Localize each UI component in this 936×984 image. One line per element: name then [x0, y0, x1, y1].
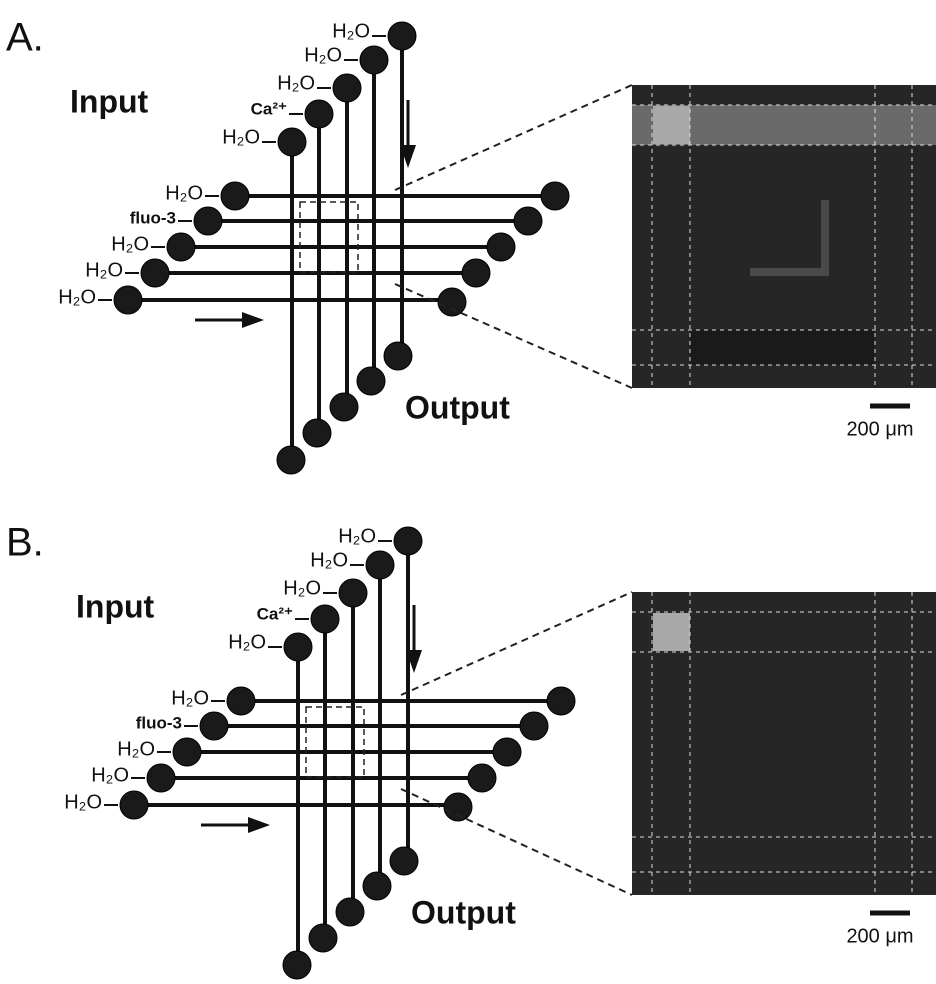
channel-label: H₂O: [165, 182, 203, 204]
scale-label: 200 μm: [846, 418, 913, 440]
channel-label: H₂O: [85, 259, 123, 281]
reservoir: [167, 233, 195, 261]
reservoir: [388, 22, 416, 50]
input-label: H₂O: [332, 20, 370, 42]
channel-label: H₂O: [58, 286, 96, 308]
input-title: Input: [70, 83, 149, 119]
reservoir: [339, 579, 367, 607]
reservoir: [114, 286, 142, 314]
channel-label: H₂O: [117, 738, 155, 760]
reservoir: [141, 259, 169, 287]
reservoir: [520, 712, 548, 740]
bright-spot: [653, 613, 690, 651]
reservoir: [284, 633, 312, 661]
reservoir: [200, 712, 228, 740]
zoom-box: [306, 707, 364, 777]
arrow-head: [248, 817, 270, 833]
reservoir: [305, 100, 333, 128]
input-label: H₂O: [338, 525, 376, 547]
zoom-box: [300, 202, 358, 272]
bright-spot: [653, 106, 690, 144]
figure: A.InputOutputH₂OH₂OH₂OCa²⁺H₂OH₂Ofluo-3H₂…: [0, 0, 936, 984]
zoom-line: [401, 592, 632, 695]
zoom-line: [395, 85, 632, 190]
input-label: Ca²⁺: [257, 604, 293, 623]
panel: A.InputOutputH₂OH₂OH₂OCa²⁺H₂OH₂Ofluo-3H₂…: [6, 16, 632, 474]
reservoir: [120, 791, 148, 819]
scale-label: 200 μm: [846, 925, 913, 947]
panel: B.InputOutputH₂OH₂OH₂OCa²⁺H₂OH₂Ofluo-3H₂…: [6, 521, 632, 979]
input-label: H₂O: [222, 126, 260, 148]
arrow-head: [242, 312, 264, 328]
channel-label: H₂O: [171, 687, 209, 709]
reservoir: [384, 342, 412, 370]
reservoir: [366, 551, 394, 579]
reservoir: [514, 207, 542, 235]
input-label: H₂O: [228, 631, 266, 653]
reservoir: [333, 74, 361, 102]
input-label: H₂O: [277, 72, 315, 94]
reservoir: [357, 367, 385, 395]
reservoir: [390, 847, 418, 875]
zoom-line: [395, 284, 632, 388]
input-label: H₂O: [283, 577, 321, 599]
dark-band: [690, 330, 875, 365]
reservoir: [487, 233, 515, 261]
channel-label: fluo-3: [136, 713, 182, 732]
reservoir: [311, 605, 339, 633]
reservoir: [227, 687, 255, 715]
output-title: Output: [405, 389, 510, 425]
reservoir: [493, 738, 521, 766]
reservoir: [547, 687, 575, 715]
input-label: H₂O: [310, 549, 348, 571]
reservoir: [173, 738, 201, 766]
reservoir: [438, 288, 466, 316]
input-label: H₂O: [304, 44, 342, 66]
reservoir: [147, 764, 175, 792]
panel-label: B.: [6, 521, 44, 565]
reservoir: [468, 764, 496, 792]
channel-label: fluo-3: [130, 208, 176, 227]
zoom-line: [401, 789, 632, 895]
reservoir: [221, 182, 249, 210]
reservoir: [336, 898, 364, 926]
channel-label: H₂O: [111, 233, 149, 255]
output-title: Output: [411, 894, 516, 930]
reservoir: [360, 46, 388, 74]
reservoir: [394, 527, 422, 555]
reservoir: [303, 419, 331, 447]
reservoir: [309, 924, 337, 952]
reservoir: [462, 259, 490, 287]
input-title: Input: [76, 588, 155, 624]
reservoir: [541, 182, 569, 210]
channel-label: H₂O: [64, 791, 102, 813]
channel-label: H₂O: [91, 764, 129, 786]
micrograph: 200 μm: [632, 592, 936, 947]
reservoir: [444, 793, 472, 821]
reservoir: [330, 393, 358, 421]
panel-label: A.: [6, 16, 44, 60]
reservoir: [283, 951, 311, 979]
micrograph: 200 μm: [632, 85, 936, 440]
reservoir: [363, 872, 391, 900]
reservoir: [194, 207, 222, 235]
input-label: Ca²⁺: [251, 99, 287, 118]
reservoir: [278, 128, 306, 156]
reservoir: [277, 446, 305, 474]
